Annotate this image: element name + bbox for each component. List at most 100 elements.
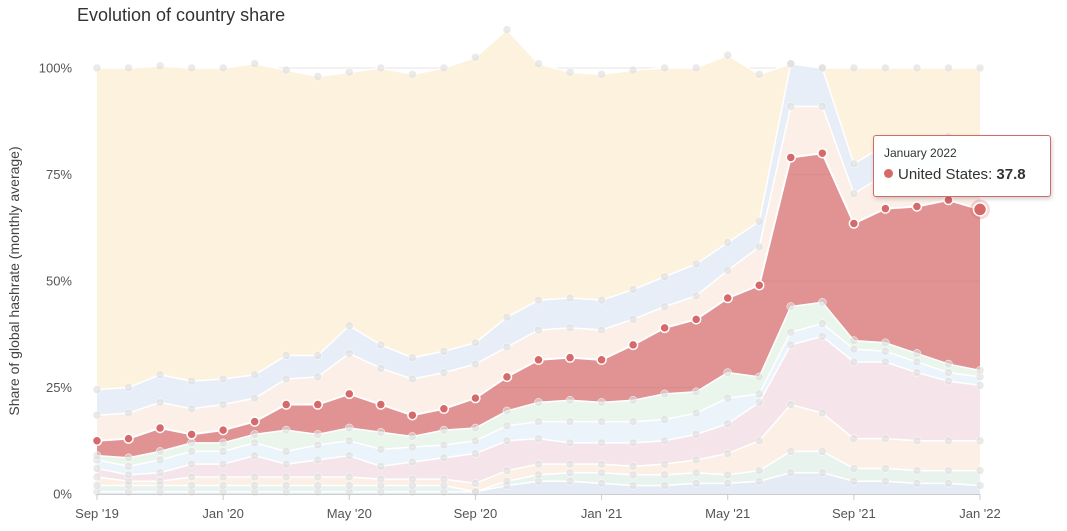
data-point[interactable] [439, 425, 449, 435]
data-point[interactable] [312, 399, 323, 410]
data-point[interactable] [376, 474, 386, 484]
data-point[interactable] [92, 481, 102, 490]
data-point[interactable] [218, 438, 228, 448]
data-point[interactable] [723, 50, 732, 60]
data-point[interactable] [408, 70, 417, 79]
data-point[interactable] [439, 474, 449, 484]
data-point[interactable] [786, 59, 796, 68]
data-point[interactable] [691, 63, 701, 73]
data-point[interactable] [376, 340, 386, 350]
data-point[interactable] [217, 424, 229, 436]
data-point[interactable] [124, 63, 133, 73]
data-point[interactable] [502, 421, 512, 431]
data-point[interactable] [250, 59, 259, 68]
data-point[interactable] [534, 434, 543, 443]
data-point[interactable] [565, 68, 575, 77]
data-point[interactable] [975, 381, 985, 390]
data-point[interactable] [881, 434, 890, 443]
data-point[interactable] [597, 438, 606, 448]
data-point[interactable] [660, 481, 669, 490]
data-point[interactable] [975, 481, 985, 490]
data-point[interactable] [975, 366, 985, 375]
data-point[interactable] [471, 338, 480, 348]
data-point[interactable] [124, 453, 133, 463]
data-point[interactable] [534, 459, 543, 469]
data-point[interactable] [408, 374, 417, 384]
data-point[interactable] [723, 470, 732, 480]
data-point[interactable] [975, 63, 985, 73]
data-point[interactable] [313, 455, 322, 465]
data-point[interactable] [345, 321, 354, 330]
series-area-6[interactable] [97, 153, 980, 458]
data-point[interactable] [755, 398, 764, 407]
data-point[interactable] [944, 436, 953, 445]
data-point[interactable] [691, 259, 701, 269]
data-point[interactable] [755, 389, 764, 399]
data-point[interactable] [502, 342, 512, 352]
data-point[interactable] [91, 435, 103, 446]
data-point[interactable] [723, 238, 732, 247]
data-point[interactable] [849, 464, 859, 473]
data-point[interactable] [660, 436, 669, 445]
data-point[interactable] [723, 368, 732, 377]
data-point[interactable] [281, 481, 291, 490]
data-point[interactable] [250, 451, 259, 460]
data-point[interactable] [723, 266, 732, 275]
data-point[interactable] [92, 472, 102, 482]
data-point[interactable] [502, 476, 512, 486]
data-point[interactable] [818, 468, 827, 477]
data-point[interactable] [345, 481, 354, 490]
data-point[interactable] [155, 61, 165, 71]
data-point[interactable] [123, 433, 134, 444]
data-point[interactable] [345, 451, 354, 460]
data-point[interactable] [786, 102, 796, 111]
data-point[interactable] [534, 59, 543, 68]
data-point[interactable] [597, 295, 606, 305]
data-point[interactable] [597, 398, 606, 407]
data-point[interactable] [786, 340, 796, 350]
data-point[interactable] [471, 423, 480, 433]
data-point[interactable] [408, 474, 417, 484]
data-point[interactable] [376, 462, 386, 471]
data-point[interactable] [849, 357, 859, 367]
data-point[interactable] [912, 436, 922, 445]
data-point[interactable] [154, 422, 166, 434]
data-point[interactable] [691, 468, 701, 477]
data-point[interactable] [628, 315, 638, 324]
data-point[interactable] [313, 481, 322, 490]
data-point[interactable] [691, 455, 701, 465]
data-point[interactable] [755, 372, 764, 382]
data-point[interactable] [281, 425, 291, 435]
data-point[interactable] [218, 400, 228, 409]
data-point[interactable] [881, 357, 890, 367]
data-point[interactable] [723, 393, 732, 403]
data-point[interactable] [408, 353, 417, 362]
data-point[interactable] [313, 351, 322, 360]
data-point[interactable] [187, 438, 196, 448]
data-point[interactable] [880, 203, 891, 214]
data-point[interactable] [250, 481, 259, 490]
data-point[interactable] [723, 419, 732, 428]
data-point[interactable] [534, 398, 543, 407]
data-point[interactable] [597, 70, 606, 79]
data-point[interactable] [438, 403, 450, 415]
data-point[interactable] [534, 470, 543, 480]
data-point[interactable] [785, 152, 797, 163]
data-point[interactable] [92, 451, 102, 460]
highlight-point[interactable] [972, 202, 988, 217]
data-point[interactable] [818, 298, 827, 307]
data-point[interactable] [912, 349, 922, 358]
data-point[interactable] [345, 423, 354, 433]
data-point[interactable] [502, 466, 512, 475]
data-point[interactable] [470, 392, 481, 404]
data-point[interactable] [597, 325, 606, 335]
data-point[interactable] [376, 445, 386, 454]
data-point[interactable] [124, 470, 133, 480]
data-point[interactable] [786, 327, 796, 337]
data-point[interactable] [944, 368, 953, 377]
data-point[interactable] [281, 374, 291, 384]
data-point[interactable] [755, 217, 764, 226]
data-point[interactable] [786, 302, 796, 311]
data-point[interactable] [660, 389, 669, 399]
data-point[interactable] [280, 399, 292, 410]
